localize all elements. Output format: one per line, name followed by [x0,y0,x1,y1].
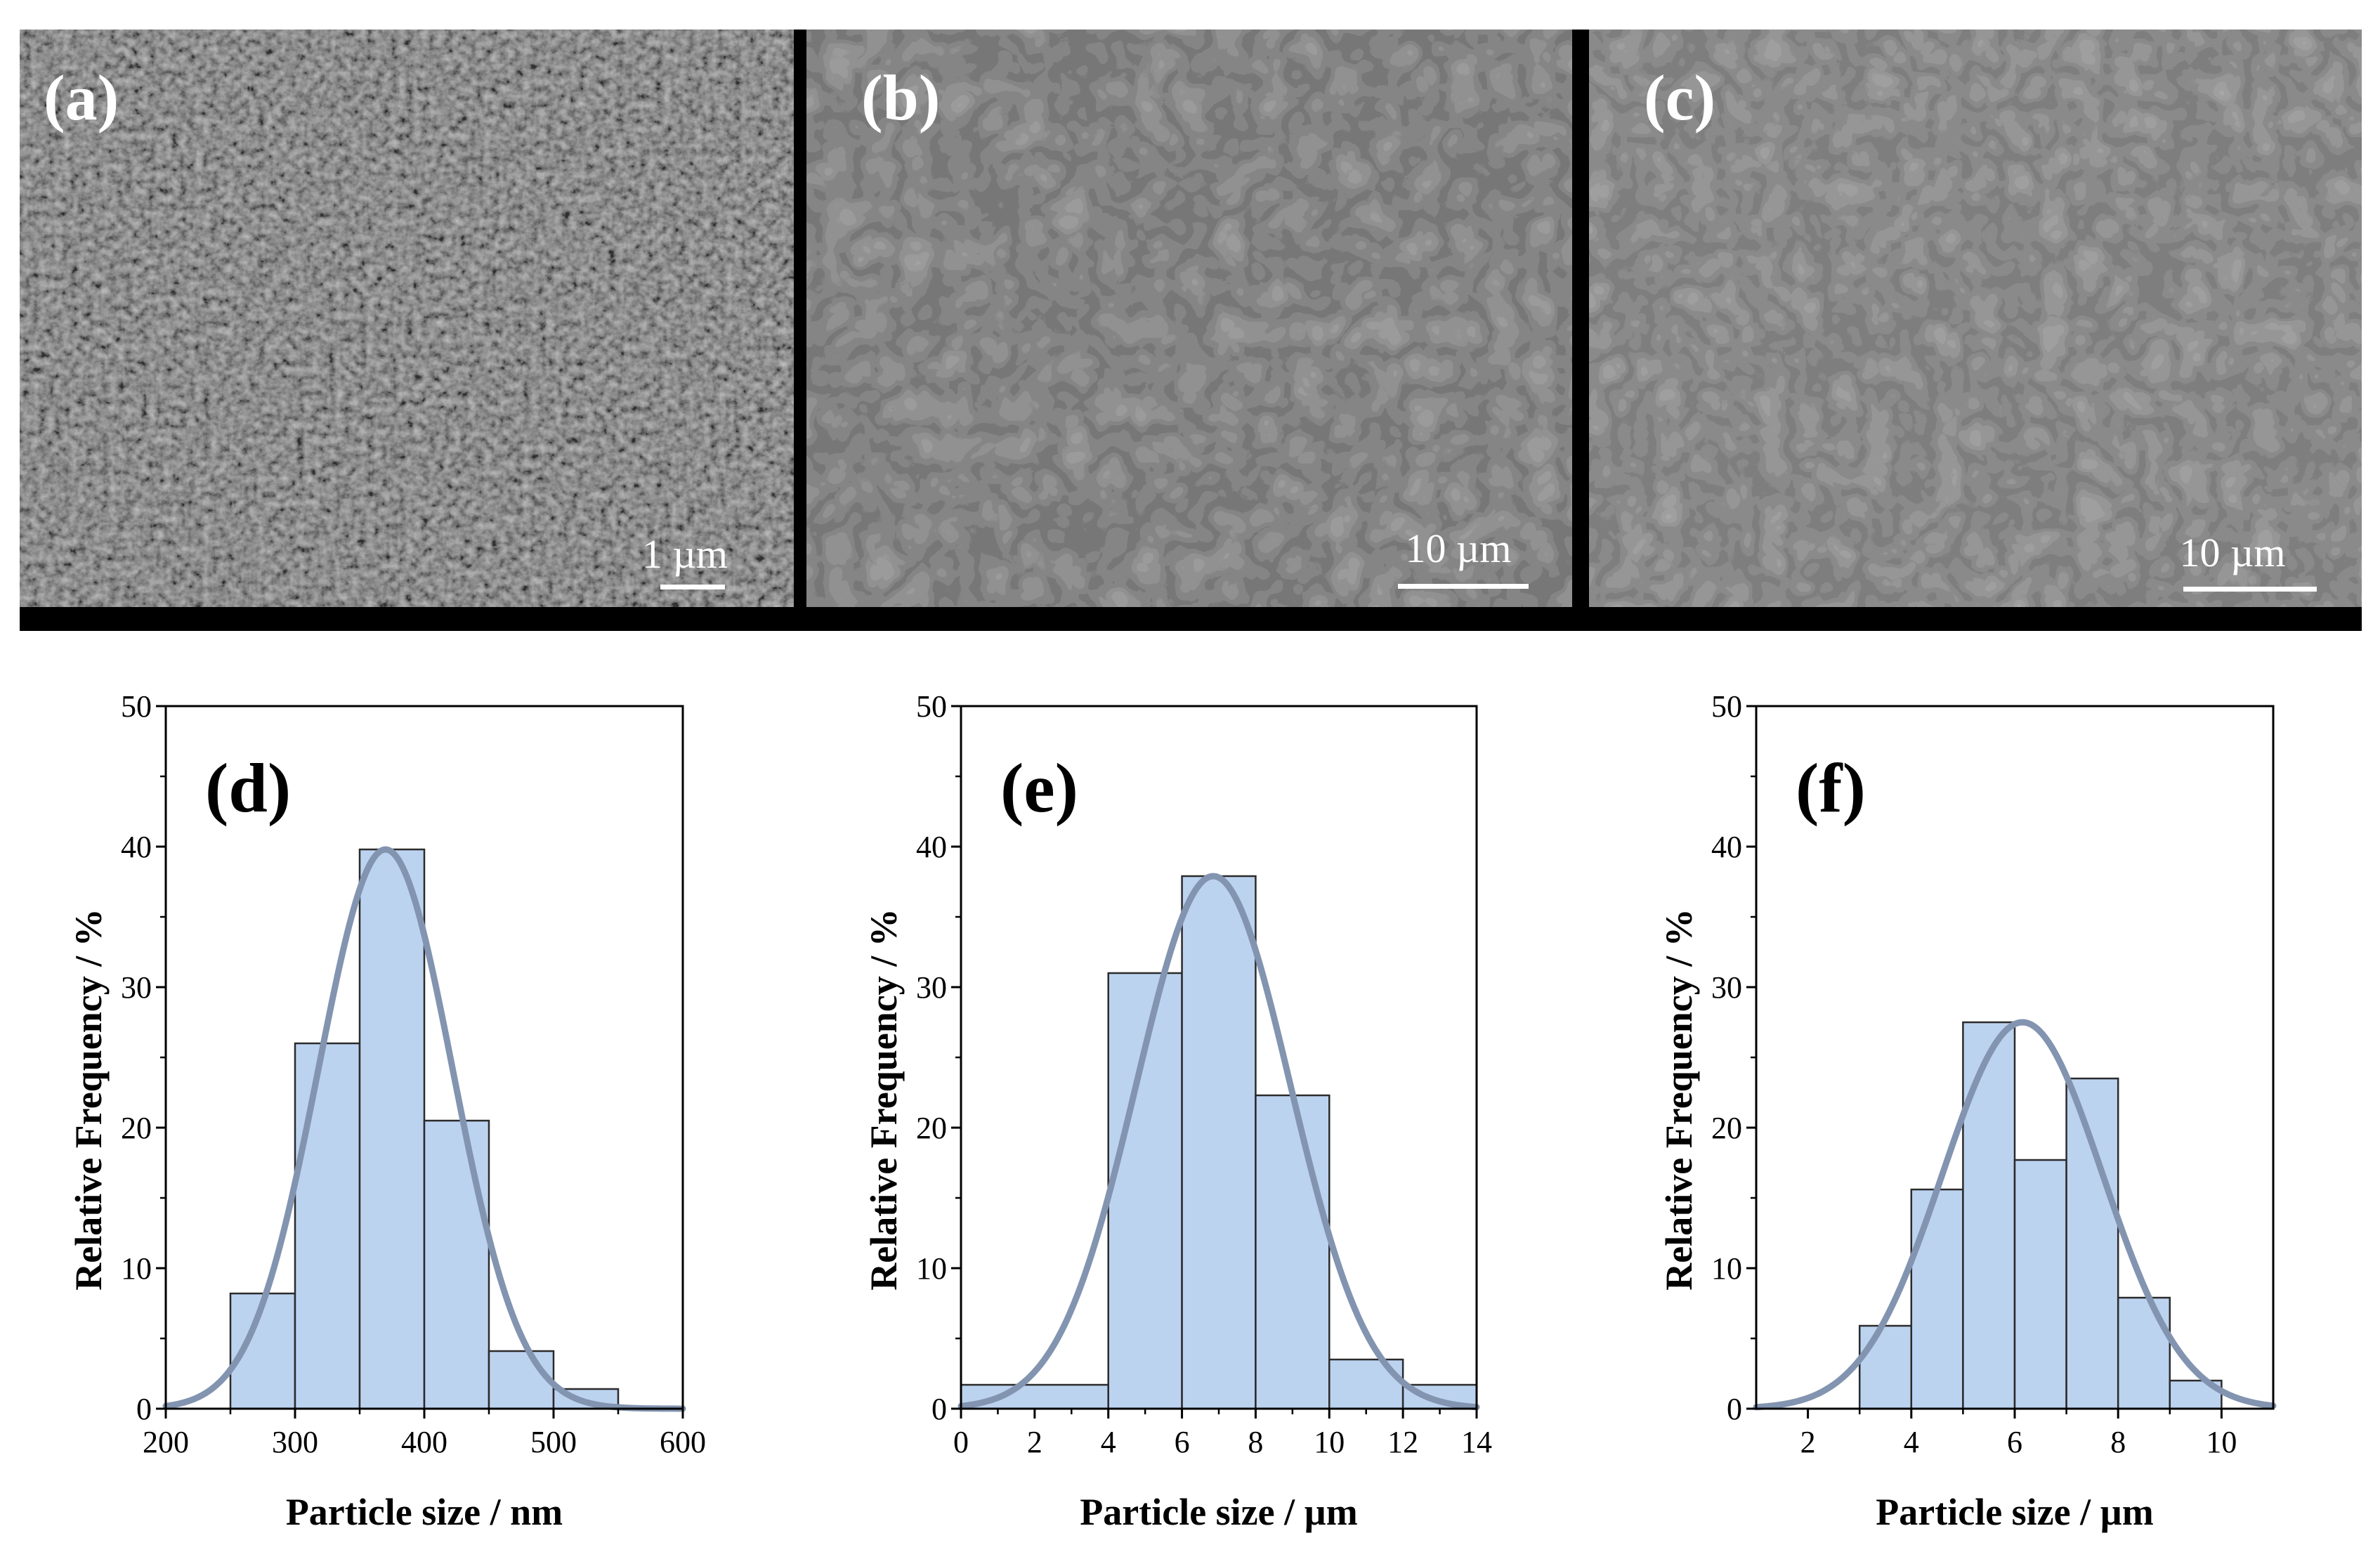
y-tick-label-d: 10 [121,1251,152,1286]
x-tick-label-f: 10 [2206,1425,2237,1459]
panel-label-e: (e) [1000,749,1078,827]
x-tick-label-d: 200 [143,1425,189,1459]
x-tick-label-e: 10 [1314,1425,1345,1459]
x-tick-label-e: 2 [1027,1425,1042,1459]
histogram-bar-e [1255,1094,1330,1410]
x-tick-label-e: 4 [1101,1425,1116,1459]
x-tick-label-e: 0 [953,1425,969,1459]
y-tick-label-d: 0 [136,1392,152,1426]
x-tick-label-f: 4 [1904,1425,1919,1459]
y-tick-label-f: 40 [1711,830,1742,864]
scale-bar-label-b: 10 µm [1405,526,1511,571]
y-tick-label-e: 30 [916,970,947,1005]
x-tick-label-d: 500 [530,1425,577,1459]
x-tick-label-f: 2 [1800,1425,1816,1459]
histogram-bar-f [1962,1021,2016,1410]
panel-label-b: (b) [861,62,940,133]
y-axis-title-e: Relative Frequency / % [863,908,905,1290]
sem-panel-b: (b) 10 µm [806,30,1572,607]
sem-texture-c [1589,30,2362,607]
histogram-bar-d [423,1119,490,1410]
sem-panel-a: (a) 1 µm [20,30,794,607]
panel-label-d: (d) [205,749,291,827]
panel-label-c: (c) [1644,62,1715,133]
y-tick-label-e: 40 [916,830,947,864]
sem-image-strip: (a) 1 µm (b) 10 µm (c) 10 µm [20,30,2362,631]
x-axis-title-d: Particle size / nm [286,1491,563,1533]
histogram-bar-f [2169,1379,2223,1410]
panel-label-f: (f) [1796,749,1866,827]
y-tick-label-e: 0 [931,1392,947,1426]
y-tick-label-e: 10 [916,1251,947,1286]
x-tick-label-e: 14 [1461,1425,1492,1459]
histogram-bar-e [1328,1358,1404,1410]
y-tick-label-d: 30 [121,970,152,1005]
chart-f: 0 10 20 30 40 50 2 4 6 8 10 Particle size / µm Relat… [1658,689,2277,1533]
y-tick-label-e: 20 [916,1111,947,1145]
gaussian-fit-curve-d [162,846,686,1412]
y-tick-label-d: 40 [121,830,152,864]
gaussian-fit-curve-f [1753,1019,2277,1411]
y-tick-label-f: 50 [1711,689,1742,724]
y-tick-label-f: 0 [1727,1392,1742,1426]
gaussian-fit-curve-e [957,873,1480,1411]
y-tick-label-d: 50 [121,689,152,724]
histogram-bar-f [2013,1159,2067,1410]
sem-panel-c: (c) 10 µm [1589,30,2362,607]
chart-e: 0 10 20 30 40 50 0 2 4 6 8 10 12 14 Particle size / µm… [863,689,1492,1533]
x-axis-title-f: Particle size / µm [1876,1491,2153,1533]
y-axis-title-d: Relative Frequency / % [67,908,110,1290]
y-tick-label-e: 50 [916,689,947,724]
y-axis-title-f: Relative Frequency / % [1658,908,1700,1290]
histogram-bar-f [1858,1324,1913,1410]
histogram-bar-f [1910,1188,1964,1410]
scale-bar-c [2183,587,2317,592]
histogram-bar-f [2117,1296,2171,1410]
histogram-bar-e [1181,875,1257,1410]
x-tick-label-e: 12 [1387,1425,1418,1459]
x-tick-label-f: 8 [2110,1425,2126,1459]
sem-texture-b [806,30,1572,607]
x-tick-label-d: 300 [272,1425,318,1459]
y-tick-label-f: 20 [1711,1111,1742,1145]
x-tick-label-d: 600 [660,1425,706,1459]
scale-bar-label-a: 1 µm [642,531,728,577]
histogram-bar-d [294,1042,361,1410]
scale-bar-label-c: 10 µm [2179,530,2285,575]
y-tick-label-d: 20 [121,1111,152,1145]
x-axis-title-e: Particle size / µm [1080,1491,1357,1533]
x-tick-label-e: 8 [1248,1425,1263,1459]
scale-bar-a [660,585,725,589]
histogram-bar-f [2065,1077,2119,1410]
histogram-bar-d [358,848,426,1410]
histogram-bar-d [488,1350,555,1410]
x-tick-label-e: 6 [1175,1425,1190,1459]
panel-label-a: (a) [44,62,119,133]
chart-d: 0 10 20 30 40 50 200 300 400 500 600 Particle size … [67,689,706,1533]
x-tick-label-f: 6 [2007,1425,2022,1459]
x-tick-label-d: 400 [401,1425,447,1459]
sem-texture-a [20,30,794,607]
y-tick-label-f: 30 [1711,970,1742,1005]
y-tick-label-f: 10 [1711,1251,1742,1286]
scale-bar-b [1398,584,1529,589]
